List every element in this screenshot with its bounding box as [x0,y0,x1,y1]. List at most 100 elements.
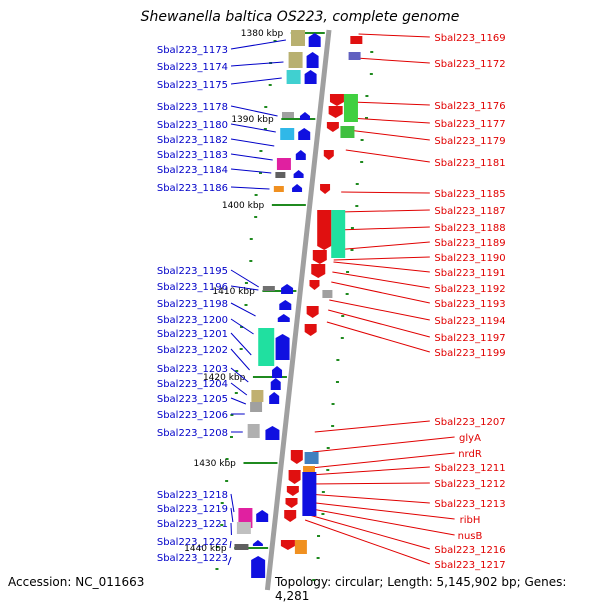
gene-label-forward: Sbal223_1178 [157,102,228,113]
gene-box [289,52,303,68]
gene-label-reverse: Sbal223_1194 [434,316,505,327]
tick-mark [322,491,325,493]
leader-line [230,541,231,548]
tick-mark [356,183,359,185]
gene-label-forward: Sbal223_1204 [157,379,228,390]
gene-label-forward: Sbal223_1202 [157,345,228,356]
gene-arrow-forward [265,426,279,440]
gene-arrow-reverse [313,250,327,264]
leader-line [356,58,430,63]
leader-line [306,508,454,535]
gene-arrow-forward [294,170,304,178]
scale-label: 1430 kbp [193,459,236,469]
leader-line [341,192,430,193]
gene-box [250,402,262,412]
leader-line [329,300,430,320]
gene-box [251,390,263,402]
tick-mark [346,293,349,295]
gene-box [344,94,358,122]
leader-line [231,124,276,132]
gene-label-reverse: Sbal223_1192 [434,284,505,295]
gene-label-reverse: Sbal223_1199 [434,348,505,359]
tick-mark [255,194,258,196]
gene-label-forward: Sbal223_1186 [157,183,228,194]
gene-arrow-reverse [307,306,319,318]
gene-label-forward: Sbal223_1223 [157,553,228,564]
tick-mark [360,161,363,163]
leader-line [313,437,455,452]
tick-mark [346,271,349,273]
leader-line [308,494,430,503]
gene-label-reverse: Sbal223_1207 [434,417,505,428]
gene-label-reverse: Sbal223_1185 [434,189,505,200]
gene-label-forward: Sbal223_1222 [157,537,228,548]
gene-label-reverse: Sbal223_1191 [434,268,505,279]
gene-arrow-forward [272,366,282,378]
gene-label-forward: Sbal223_1205 [157,394,228,405]
tick-mark [317,557,320,559]
leader-line [231,508,233,522]
tick-mark [250,238,253,240]
leader-line [231,187,270,189]
gene-arrow-reverse [291,450,303,464]
gene-label-reverse: Sbal223_1217 [434,560,505,571]
tick-mark [351,227,354,229]
gene-box [295,540,307,554]
gene-label-forward: Sbal223_1198 [157,299,228,310]
gene-arrow-forward [276,334,290,360]
tick-mark [317,535,320,537]
gene-label-reverse: Sbal223_1193 [434,299,505,310]
gene-label-reverse: Sbal223_1177 [434,119,505,130]
accession-text: Accession: NC_011663 [8,575,144,589]
gene-arrow-forward [256,510,268,522]
gene-label-forward: Sbal223_1218 [157,490,228,501]
tick-mark [332,403,335,405]
gene-label-forward: Sbal223_1183 [157,150,228,161]
gene-box [331,210,345,258]
gene-arrow-reverse [289,470,301,484]
gene-box [280,128,294,140]
leader-line [231,139,274,146]
gene-arrow-reverse [284,510,296,522]
tick-mark [225,480,228,482]
gene-arrow-forward [281,284,293,294]
gene-label-forward: Sbal223_1196 [157,282,228,293]
gene-label-forward: Sbal223_1221 [157,519,228,530]
gene-label-forward: Sbal223_1195 [157,266,228,277]
leader-line [231,319,254,334]
tick-mark [215,568,218,570]
tick-mark [254,216,257,218]
gene-label-forward: Sbal223_1208 [157,428,228,439]
gene-arrow-forward [309,33,321,47]
leader-line [231,78,282,84]
gene-label-reverse: Sbal223_1197 [434,333,505,344]
scale-label: 1400 kbp [222,201,265,211]
leader-line [348,130,430,140]
gene-label-forward: Sbal223_1219 [157,504,228,515]
leader-line [231,383,247,395]
gene-arrow-reverse [287,486,299,496]
tick-mark [336,381,339,383]
gene-arrow-reverse [310,280,320,290]
scale-label: 1380 kbp [241,29,284,39]
gene-label-forward: Sbal223_1203 [157,364,228,375]
tick-mark [350,249,353,251]
tick-mark [264,106,267,108]
gene-label-forward: Sbal223_1200 [157,315,228,326]
gene-arrow-forward [307,52,319,68]
tick-mark [370,51,373,53]
gene-arrow-reverse [330,94,344,106]
gene-arrow-reverse [324,150,334,160]
gene-arrow-reverse [305,324,317,336]
gene-label-reverse: Sbal223_1211 [434,463,505,474]
tick-mark [370,73,373,75]
tick-mark [365,95,368,97]
gene-arrow-forward [269,392,279,404]
tick-mark [235,392,238,394]
gene-label-forward: Sbal223_1173 [157,45,228,56]
gene-arrow-forward [305,70,317,84]
gene-label-reverse: Sbal223_1172 [434,59,505,70]
gene-box [303,466,315,472]
